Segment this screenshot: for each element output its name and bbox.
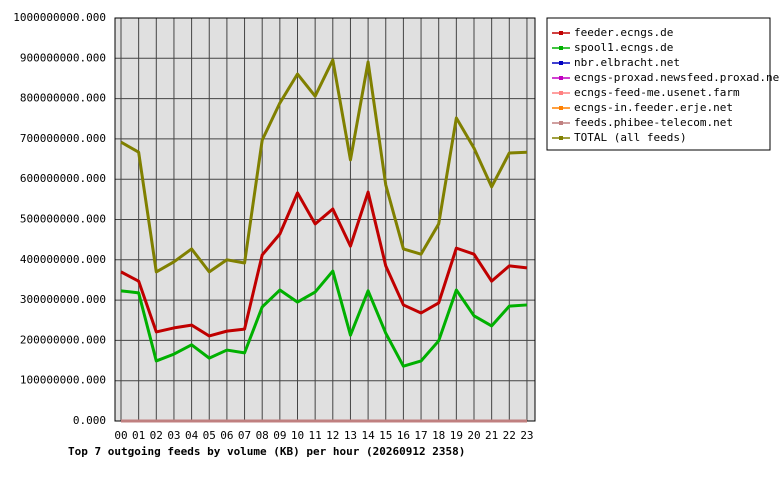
chart-title: Top 7 outgoing feeds by volume (KB) per …	[68, 445, 465, 458]
x-tick-label: 00	[114, 429, 127, 442]
legend-marker	[559, 106, 563, 110]
x-tick-label: 09	[273, 429, 286, 442]
x-tick-label: 02	[150, 429, 163, 442]
x-tick-label: 15	[379, 429, 392, 442]
x-tick-label: 16	[397, 429, 410, 442]
legend-label: spool1.ecngs.de	[574, 41, 673, 54]
y-tick-label: 0.000	[73, 414, 106, 427]
legend	[546, 17, 771, 151]
y-tick-label: 700000000.000	[20, 132, 106, 145]
legend-label: ecngs-feed-me.usenet.farm	[574, 86, 740, 99]
x-tick-label: 06	[220, 429, 233, 442]
x-tick-label: 04	[185, 429, 199, 442]
x-tick-label: 08	[256, 429, 269, 442]
legend-label: TOTAL (all feeds)	[574, 131, 687, 144]
x-tick-label: 18	[432, 429, 445, 442]
y-tick-label: 500000000.000	[20, 213, 106, 226]
x-tick-label: 23	[520, 429, 533, 442]
y-tick-label: 100000000.000	[20, 374, 106, 387]
legend-label: feeds.phibee-telecom.net	[574, 116, 733, 129]
x-tick-label: 19	[450, 429, 463, 442]
x-tick-label: 17	[414, 429, 427, 442]
x-tick-label: 14	[361, 429, 375, 442]
x-tick-label: 10	[291, 429, 304, 442]
legend-marker	[559, 46, 563, 50]
y-tick-label: 300000000.000	[20, 293, 106, 306]
x-tick-label: 21	[485, 429, 498, 442]
x-tick-label: 12	[326, 429, 339, 442]
legend-marker	[559, 61, 563, 65]
legend-marker	[559, 76, 563, 80]
x-tick-label: 01	[132, 429, 145, 442]
legend-label: feeder.ecngs.de	[574, 26, 673, 39]
legend-label: ecngs-proxad.newsfeed.proxad.net	[574, 71, 780, 84]
y-tick-label: 200000000.000	[20, 333, 106, 346]
series-line	[120, 269, 528, 368]
x-tick-label: 03	[167, 429, 180, 442]
x-tick-label: 22	[503, 429, 516, 442]
series-line	[120, 58, 528, 274]
legend-marker	[559, 136, 563, 140]
legend-marker	[559, 31, 563, 35]
legend-label: ecngs-in.feeder.erje.net	[574, 101, 733, 114]
x-tick-label: 05	[203, 429, 216, 442]
x-tick-label: 07	[238, 429, 251, 442]
legend-marker	[559, 91, 563, 95]
x-tick-label: 13	[344, 429, 357, 442]
x-tick-label: 20	[467, 429, 480, 442]
y-tick-label: 1000000000.000	[13, 11, 106, 24]
y-tick-label: 600000000.000	[20, 172, 106, 185]
y-tick-label: 400000000.000	[20, 253, 106, 266]
legend-marker	[559, 121, 563, 125]
y-tick-label: 900000000.000	[20, 51, 106, 64]
x-tick-label: 11	[309, 429, 322, 442]
y-tick-label: 800000000.000	[20, 92, 106, 105]
legend-label: nbr.elbracht.net	[574, 56, 680, 69]
series-line	[120, 190, 528, 338]
